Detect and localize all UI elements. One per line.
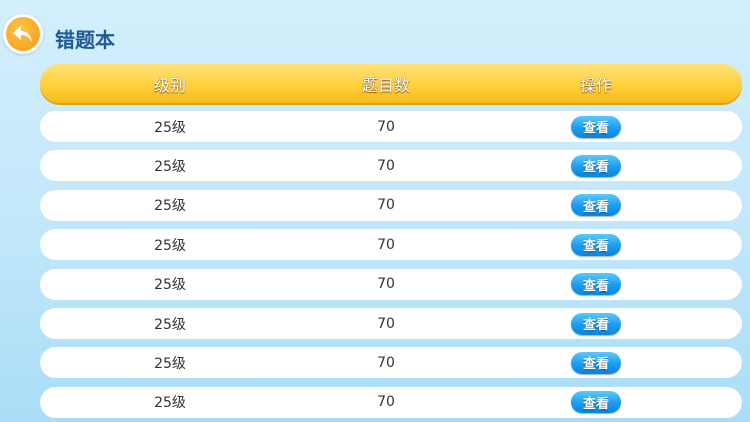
action-cell: 查看 [496, 308, 696, 339]
action-cell: 查看 [496, 269, 696, 300]
view-button[interactable]: 查看 [571, 115, 621, 138]
level-cell: 25级 [154, 158, 186, 175]
level-cell: 25级 [154, 237, 186, 254]
action-cell: 查看 [496, 150, 696, 181]
table-row: 25级 70 查看 [40, 189, 742, 221]
view-button[interactable]: 查看 [571, 273, 621, 296]
page-title: 错题本 [55, 28, 115, 52]
column-header-count: 题目数 [361, 75, 410, 95]
view-button[interactable]: 查看 [571, 351, 621, 374]
view-button[interactable]: 查看 [571, 194, 621, 217]
level-cell: 25级 [154, 316, 186, 333]
column-header-action: 操作 [579, 75, 612, 95]
action-cell: 查看 [496, 387, 696, 418]
table-header: 级别 题目数 操作 [40, 64, 742, 103]
level-cell: 25级 [154, 277, 186, 294]
level-cell: 25级 [154, 395, 186, 412]
view-button[interactable]: 查看 [571, 233, 621, 256]
table-row: 25级 70 查看 [40, 308, 742, 339]
table-row: 25级 70 查看 [40, 347, 742, 379]
count-cell: 70 [377, 394, 395, 411]
count-cell: 70 [377, 236, 395, 253]
table-row: 25级 70 查看 [40, 111, 742, 142]
action-cell: 查看 [496, 190, 696, 221]
table-row: 25级 70 查看 [40, 386, 742, 418]
back-button[interactable] [3, 14, 43, 54]
back-arrow-icon [6, 17, 40, 51]
action-cell: 查看 [496, 111, 696, 142]
action-cell: 查看 [496, 347, 696, 378]
level-cell: 25级 [154, 119, 186, 136]
level-cell: 25级 [154, 198, 186, 215]
count-cell: 70 [377, 197, 395, 214]
column-header-level: 级别 [153, 75, 186, 95]
action-cell: 查看 [496, 229, 696, 260]
table-row: 25级 70 查看 [40, 268, 742, 300]
view-button[interactable]: 查看 [571, 391, 621, 414]
view-button[interactable]: 查看 [571, 154, 621, 177]
view-button[interactable]: 查看 [571, 312, 621, 335]
table-row: 25级 70 查看 [40, 150, 742, 182]
count-cell: 70 [377, 157, 395, 174]
count-cell: 70 [377, 276, 395, 293]
count-cell: 70 [377, 354, 395, 371]
count-cell: 70 [377, 118, 395, 135]
level-cell: 25级 [154, 355, 186, 372]
count-cell: 70 [377, 315, 395, 332]
table-row: 25级 70 查看 [40, 229, 742, 261]
